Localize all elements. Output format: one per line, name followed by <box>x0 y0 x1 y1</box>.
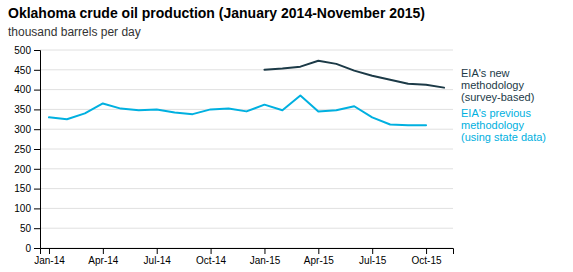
line <box>49 96 426 126</box>
tick-label: Jan-14 <box>34 255 65 266</box>
subtitle: thousand barrels per day <box>8 25 141 39</box>
tick: Jan-15 <box>250 248 281 266</box>
tick-label: Oct-14 <box>196 255 226 266</box>
tick: Jul-14 <box>144 248 172 266</box>
tick: 450 <box>14 65 40 76</box>
tick-mark <box>264 248 265 254</box>
tick-mark <box>372 248 373 254</box>
tick: Apr-14 <box>88 248 118 266</box>
grid-line <box>40 89 453 90</box>
tick-mark <box>34 228 40 229</box>
tick-label: 450 <box>14 65 31 76</box>
tick-label: 0 <box>25 243 31 254</box>
tick-label: 150 <box>14 183 31 194</box>
tick-label: 300 <box>14 124 31 135</box>
tick-mark <box>49 248 50 254</box>
tick-label: 400 <box>14 84 31 95</box>
tick-mark <box>34 248 40 249</box>
tick: Apr-15 <box>304 248 334 266</box>
tick-mark <box>157 248 158 254</box>
tick: 0 <box>25 243 40 254</box>
tick: Oct-15 <box>412 248 442 266</box>
axis-line <box>41 249 454 255</box>
grid-line <box>40 208 453 209</box>
tick-mark <box>318 248 319 254</box>
grid-line <box>40 188 453 189</box>
tick-label: 50 <box>20 223 32 234</box>
series-label: EIA's previousmethodology(using state da… <box>461 107 546 143</box>
plot: 0 50 100 150 200 250 300 350 400 450 500 Jan-14 Apr-… <box>14 45 546 266</box>
tick: 150 <box>14 183 40 194</box>
tick: 300 <box>14 124 40 135</box>
tick: Jul-15 <box>359 248 387 266</box>
grid-line <box>40 129 453 130</box>
chart: Oklahoma crude oil production (January 2… <box>0 0 573 272</box>
grid-line <box>40 109 453 110</box>
tick: 250 <box>14 144 40 155</box>
tick-mark <box>34 149 40 150</box>
tick-label: 350 <box>14 104 31 115</box>
grid-line <box>40 50 453 51</box>
lines <box>49 61 444 126</box>
tick: 200 <box>14 164 40 175</box>
tick: 50 <box>20 223 40 234</box>
tick-mark <box>34 90 40 91</box>
tick-label: 100 <box>14 203 31 214</box>
tick-mark <box>34 109 40 110</box>
tick-mark <box>34 208 40 209</box>
tick-label: Jan-15 <box>250 255 281 266</box>
x-axis: Jan-14 Apr-14 Jul-14 Oct-14 Jan-15 Apr-15 Jul-… <box>34 248 453 266</box>
line <box>264 61 444 88</box>
tick-label: Apr-15 <box>304 255 334 266</box>
tick: 350 <box>14 104 40 115</box>
tick-mark <box>211 248 212 254</box>
grid-line <box>40 228 453 229</box>
tick-mark <box>103 248 104 254</box>
tick: Jan-14 <box>34 248 65 266</box>
tick-label: Oct-15 <box>412 255 442 266</box>
grid-line <box>40 149 453 150</box>
tick-mark <box>426 248 427 254</box>
tick-label: 200 <box>14 164 31 175</box>
tick-mark <box>34 70 40 71</box>
tick-label: 250 <box>14 144 31 155</box>
tick-mark <box>34 189 40 190</box>
tick-label: Jul-14 <box>144 255 172 266</box>
grid-line <box>40 69 453 70</box>
tick-mark <box>34 129 40 130</box>
grid <box>40 50 453 248</box>
tick-mark <box>34 50 40 51</box>
tick: 100 <box>14 203 40 214</box>
title: Oklahoma crude oil production (January 2… <box>8 5 425 21</box>
axis-line <box>34 51 41 249</box>
tick: 500 <box>14 45 40 56</box>
tick-mark <box>34 169 40 170</box>
tick-label: 500 <box>14 45 31 56</box>
tick-label: Apr-14 <box>88 255 118 266</box>
y-axis: 0 50 100 150 200 250 300 350 400 450 500 <box>14 45 40 254</box>
grid-line <box>40 168 453 169</box>
tick: Oct-14 <box>196 248 226 266</box>
series-label: EIA's newmethodology(survey-based) <box>461 67 534 103</box>
tick: 400 <box>14 84 40 95</box>
tick-label: Jul-15 <box>359 255 387 266</box>
